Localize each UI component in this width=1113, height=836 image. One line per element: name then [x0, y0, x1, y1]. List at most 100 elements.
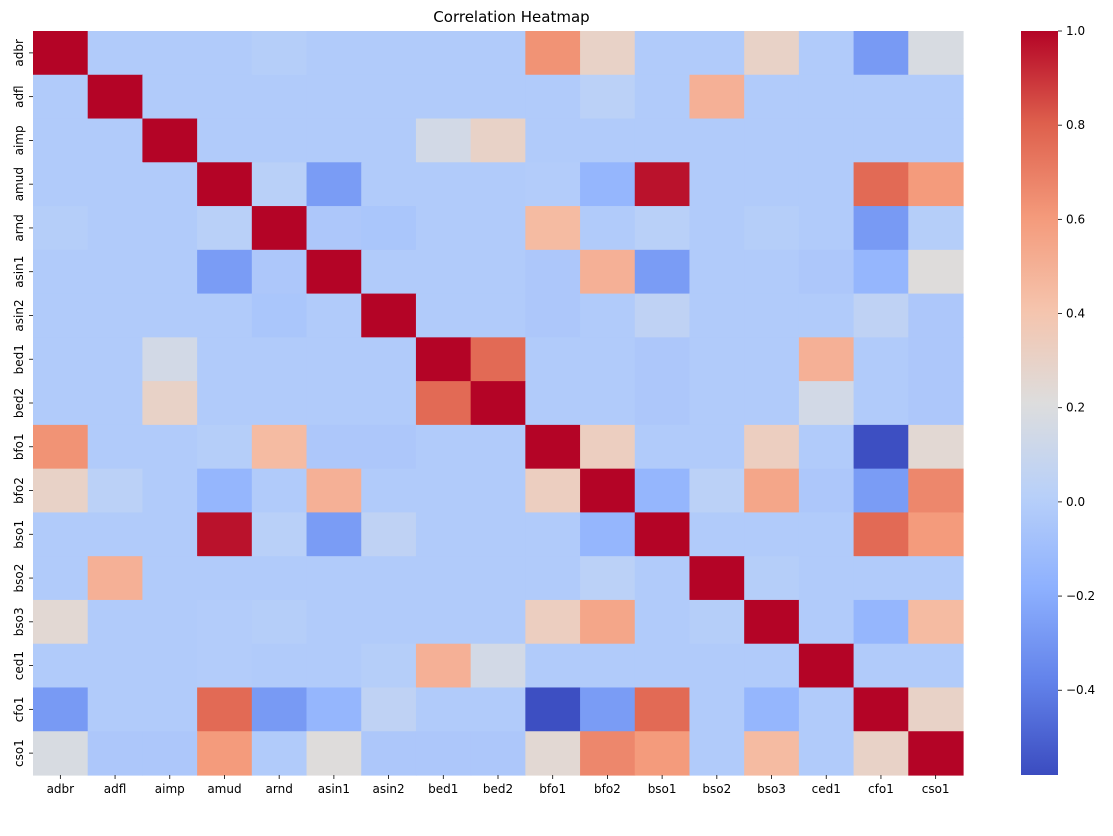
heatmap-cell-bso2-bso2 [689, 556, 745, 601]
heatmap-cell-bso2-adbr [33, 556, 89, 601]
heatmap-cell-aimp-adbr [33, 118, 89, 163]
heatmap-cell-adbr-cso1 [908, 31, 964, 76]
heatmap-cell-bso2-bed2 [470, 556, 526, 601]
heatmap-cell-bfo2-bed2 [470, 468, 526, 514]
heatmap-cell-arnd-amud [197, 206, 253, 251]
y-tick-label: bso2 [12, 564, 26, 593]
x-tick-label: aimp [155, 782, 185, 796]
heatmap-cell-asin2-bfo1 [525, 293, 581, 338]
heatmap-cell-aimp-cso1 [908, 118, 964, 163]
heatmap-cell-bso1-cso1 [908, 512, 964, 557]
heatmap-cell-asin1-bed2 [470, 249, 526, 295]
x-tick-label: bed2 [483, 782, 513, 796]
heatmap-cell-ced1-bso2 [689, 643, 745, 689]
y-tick-label: asin2 [12, 299, 26, 331]
heatmap-cell-bed1-amud [197, 337, 253, 382]
heatmap-cell-bfo2-amud [197, 468, 253, 514]
heatmap-cell-bfo2-arnd [251, 468, 308, 514]
heatmap-cell-aimp-bso1 [634, 118, 691, 163]
heatmap-cell-amud-cfo1 [853, 162, 909, 207]
heatmap-cell-ced1-asin2 [361, 643, 417, 689]
heatmap-cell-asin2-adbr [33, 293, 89, 338]
heatmap-cell-adbr-bfo1 [525, 31, 581, 76]
heatmap-cell-bso1-arnd [251, 512, 308, 557]
heatmap-cell-ced1-bso3 [744, 643, 800, 689]
heatmap-cell-bfo1-bso2 [689, 424, 745, 470]
heatmap-cell-aimp-bso3 [744, 118, 800, 163]
heatmap-cell-bed2-ced1 [798, 381, 855, 426]
heatmap-cell-ced1-aimp [142, 643, 198, 689]
heatmap-cell-asin2-bso3 [744, 293, 800, 338]
heatmap-cell-bso3-adfl [87, 599, 144, 645]
x-tick-label: ced1 [812, 782, 841, 796]
heatmap-cell-aimp-bso2 [689, 118, 745, 163]
heatmap-cell-asin1-adfl [87, 249, 144, 295]
heatmap-cell-bed1-bfo1 [525, 337, 581, 382]
heatmap-cell-cfo1-bfo2 [580, 687, 636, 732]
heatmap-cell-bed1-ced1 [798, 337, 855, 382]
heatmap-cell-ced1-ced1 [798, 643, 855, 689]
heatmap-cell-cso1-arnd [251, 731, 308, 776]
heatmap-cell-arnd-bed1 [415, 206, 472, 251]
heatmap-cell-bso3-bso3 [744, 599, 800, 645]
heatmap-cell-cfo1-aimp [142, 687, 198, 732]
colorbar-tick-label: −0.4 [1066, 683, 1095, 697]
heatmap-cell-arnd-adfl [87, 206, 144, 251]
heatmap-cell-bed1-bed1 [415, 337, 472, 382]
heatmap-cell-bfo1-asin1 [306, 424, 362, 470]
heatmap-cell-cso1-bfo2 [580, 731, 636, 776]
heatmap-cell-aimp-asin2 [361, 118, 417, 163]
heatmap-cell-arnd-bfo1 [525, 206, 581, 251]
heatmap-cell-bfo1-asin2 [361, 424, 417, 470]
heatmap-cell-cfo1-adbr [33, 687, 89, 732]
heatmap-cell-bed2-cfo1 [853, 381, 909, 426]
heatmap-cell-adbr-amud [197, 31, 253, 76]
heatmap-cell-bso2-asin2 [361, 556, 417, 601]
heatmap-cell-bso2-asin1 [306, 556, 362, 601]
heatmap-cell-bfo2-bfo1 [525, 468, 581, 514]
heatmap-cell-bso1-bed1 [415, 512, 472, 557]
x-tick-label: cfo1 [868, 782, 894, 796]
heatmap-cell-bfo2-cso1 [908, 468, 964, 514]
heatmap-cell-bso2-bso1 [634, 556, 691, 601]
heatmap-cell-ced1-arnd [251, 643, 308, 689]
heatmap-cell-bed1-bso2 [689, 337, 745, 382]
heatmap-cell-bfo2-bso3 [744, 468, 800, 514]
heatmap-cell-asin1-arnd [251, 249, 308, 295]
heatmap-cell-bso3-bfo2 [580, 599, 636, 645]
heatmap-cell-cfo1-cso1 [908, 687, 964, 732]
heatmap-cell-amud-asin1 [306, 162, 362, 207]
heatmap-cell-bed2-bfo2 [580, 381, 636, 426]
heatmap-cell-bfo1-bso1 [634, 424, 691, 470]
y-tick-label: ced1 [12, 651, 26, 680]
heatmap-cell-bfo1-cfo1 [853, 424, 909, 470]
heatmap-cell-bso3-bed1 [415, 599, 472, 645]
colorbar-tick-label: 0.6 [1066, 212, 1085, 226]
heatmap-cell-adfl-cso1 [908, 74, 964, 120]
heatmap-cell-bso2-cso1 [908, 556, 964, 601]
x-tick-label: adfl [104, 782, 127, 796]
heatmap-cell-cso1-bso1 [634, 731, 691, 776]
x-tick-labels: adbr adfl aimp amud arnd asin1 asin2 bed1 bed2 bf… [47, 775, 950, 796]
heatmap-cell-bed2-bso3 [744, 381, 800, 426]
x-tick-label: bso3 [757, 782, 786, 796]
heatmap-cell-bed2-asin1 [306, 381, 362, 426]
heatmap-cell-bso1-amud [197, 512, 253, 557]
heatmap-cell-bed2-amud [197, 381, 253, 426]
heatmap-cell-amud-bso2 [689, 162, 745, 207]
heatmap-cell-bed1-bed2 [470, 337, 526, 382]
heatmap-cell-cso1-adbr [33, 731, 89, 776]
heatmap-cell-bfo1-adbr [33, 424, 89, 470]
y-tick-label: bed2 [12, 388, 26, 418]
heatmap-cell-adbr-ced1 [798, 31, 855, 76]
heatmap-cell-bso1-asin1 [306, 512, 362, 557]
heatmap-cell-bfo2-ced1 [798, 468, 855, 514]
heatmap-cell-bso2-arnd [251, 556, 308, 601]
heatmap-cell-cso1-cfo1 [853, 731, 909, 776]
heatmap-cell-asin2-asin2 [361, 293, 417, 338]
heatmap-cells [33, 31, 964, 776]
heatmap-cell-ced1-cfo1 [853, 643, 909, 689]
heatmap-cell-arnd-bfo2 [580, 206, 636, 251]
heatmap-cell-asin2-bso1 [634, 293, 691, 338]
heatmap-cell-bfo1-amud [197, 424, 253, 470]
